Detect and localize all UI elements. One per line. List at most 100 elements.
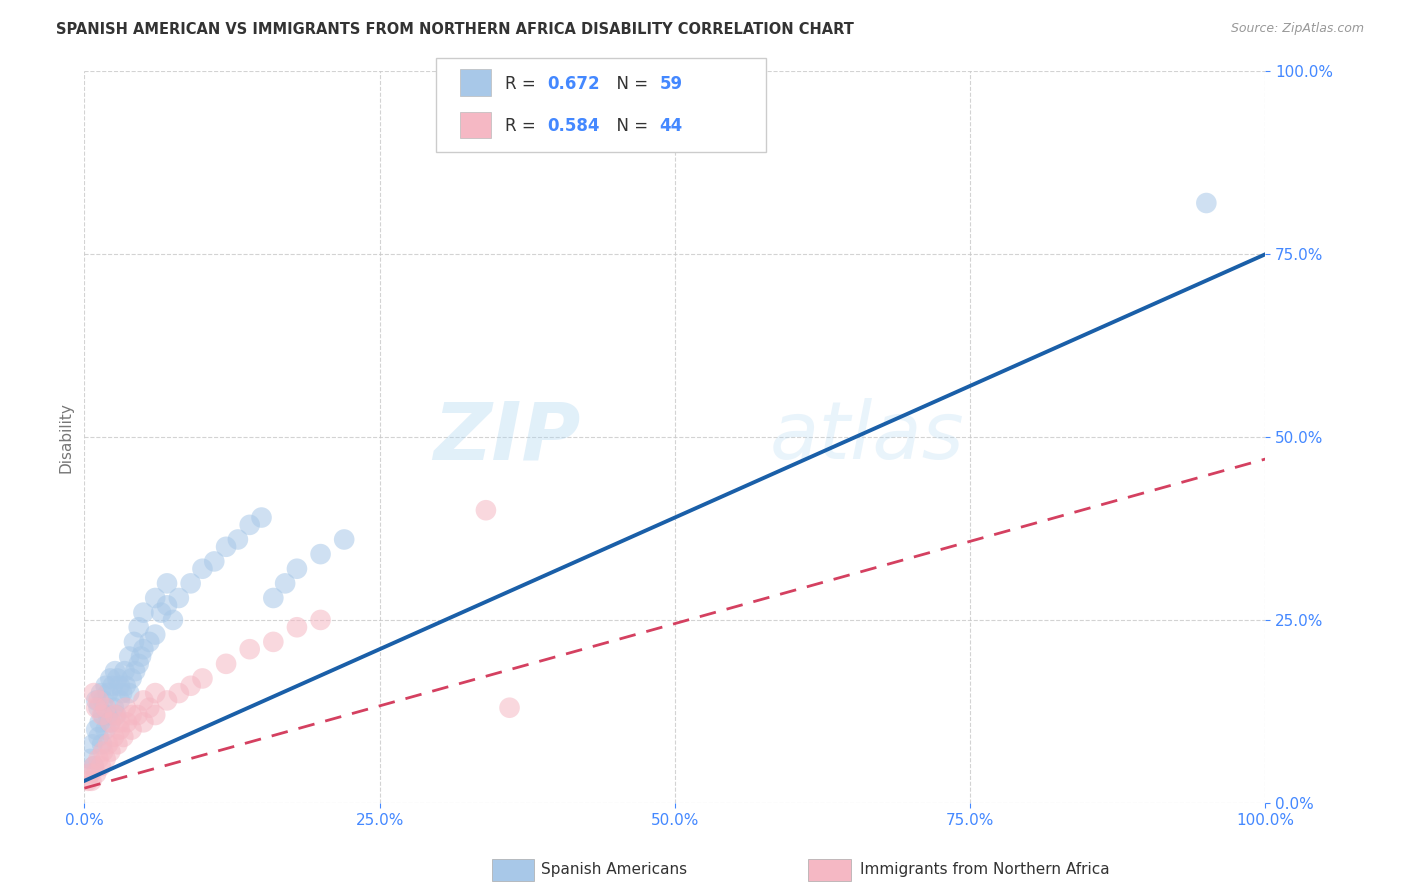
Text: Spanish Americans: Spanish Americans [541,863,688,877]
Point [114,664,136,678]
Point [239,642,262,657]
Point [90,686,112,700]
Point [94,700,117,714]
Point [94,752,117,766]
Point [226,533,249,547]
Point [143,591,166,605]
Point [91,693,114,707]
Point [309,547,332,561]
Point [91,708,114,723]
Point [84,723,107,737]
Point [97,708,120,723]
Point [107,672,129,686]
Point [79,766,101,780]
Point [111,686,134,700]
Point [97,686,120,700]
Point [129,649,152,664]
Text: atlas: atlas [769,398,965,476]
Point [475,503,498,517]
Y-axis label: Disability: Disability [58,401,73,473]
Point [150,606,173,620]
Point [132,606,155,620]
Text: 59: 59 [659,75,682,93]
Point [105,708,128,723]
Point [94,723,117,737]
Point [108,715,131,730]
Point [83,759,105,773]
Point [82,737,104,751]
Point [108,679,131,693]
Point [156,576,179,591]
Point [132,715,155,730]
Point [114,679,136,693]
Point [180,679,202,693]
Point [101,679,124,693]
Point [333,533,356,547]
Point [127,708,149,723]
Point [128,620,150,634]
Text: N =: N = [606,75,654,93]
Point [87,730,110,744]
Point [104,664,127,678]
Point [215,657,238,671]
Point [104,708,127,723]
Text: Source: ZipAtlas.com: Source: ZipAtlas.com [1230,22,1364,36]
Point [98,715,121,730]
Point [114,700,136,714]
Point [128,657,150,671]
Text: ZIP: ZIP [433,398,581,476]
Point [143,627,166,641]
Point [108,723,131,737]
Point [103,700,125,714]
Point [132,642,155,657]
Point [90,759,112,773]
Point [79,752,101,766]
Point [262,591,284,605]
Point [167,686,190,700]
Point [124,664,146,678]
Point [84,693,107,707]
Point [87,693,110,707]
Point [98,672,121,686]
Text: SPANISH AMERICAN VS IMMIGRANTS FROM NORTHERN AFRICA DISABILITY CORRELATION CHART: SPANISH AMERICAN VS IMMIGRANTS FROM NORT… [56,22,853,37]
Point [87,752,110,766]
Point [239,517,262,532]
Point [91,745,114,759]
Point [121,708,143,723]
Point [91,737,114,751]
Text: N =: N = [606,117,654,135]
Point [162,613,184,627]
Point [84,766,107,780]
Point [121,723,143,737]
Point [121,672,143,686]
Point [118,686,141,700]
Point [138,635,160,649]
Text: Immigrants from Northern Africa: Immigrants from Northern Africa [860,863,1111,877]
Point [180,576,202,591]
Point [118,649,141,664]
Point [132,693,155,707]
Point [498,700,520,714]
Point [309,613,332,627]
Point [143,708,166,723]
Point [94,679,117,693]
Point [97,737,120,751]
Point [122,635,145,649]
Point [103,730,125,744]
Point [91,708,114,723]
Point [83,686,105,700]
Text: R =: R = [505,117,541,135]
Point [156,693,179,707]
Point [1195,196,1218,211]
Point [138,700,160,714]
Point [274,576,297,591]
Text: 0.584: 0.584 [547,117,599,135]
Point [83,759,105,773]
Point [112,730,135,744]
Point [77,773,100,788]
Point [285,620,308,634]
Point [87,700,110,714]
Point [80,773,103,788]
Point [191,562,214,576]
Point [107,737,129,751]
